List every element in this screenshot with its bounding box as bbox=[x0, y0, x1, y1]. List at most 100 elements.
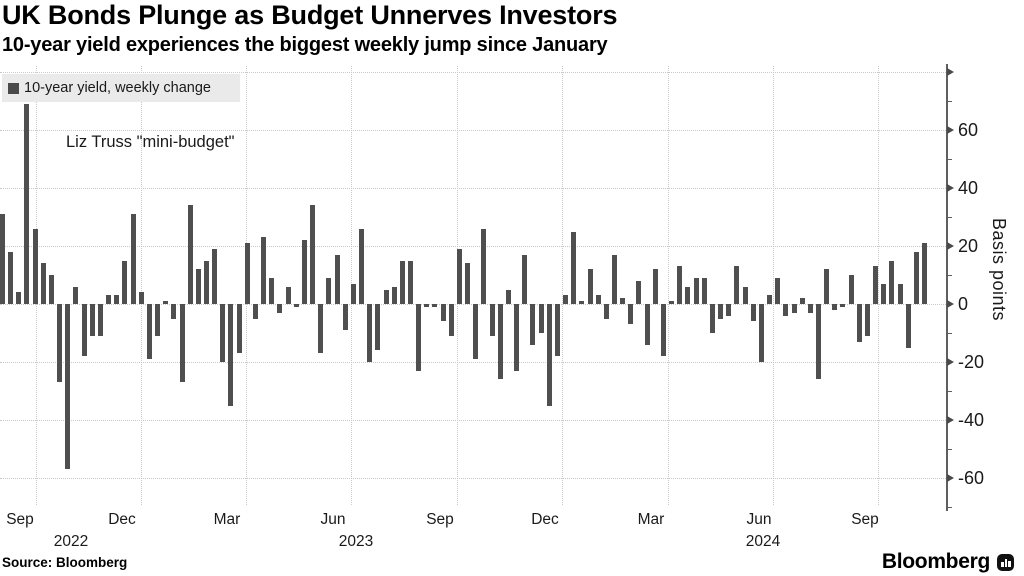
y-axis-minor-tick bbox=[947, 448, 952, 450]
bar bbox=[522, 254, 527, 304]
bar bbox=[318, 304, 323, 354]
gridline-vertical bbox=[141, 66, 142, 505]
bar bbox=[359, 228, 364, 304]
bar bbox=[367, 304, 372, 362]
gridline-horizontal bbox=[0, 130, 946, 131]
bar bbox=[751, 304, 756, 322]
y-axis-minor-tick bbox=[947, 100, 952, 102]
bar bbox=[131, 214, 136, 304]
bar bbox=[302, 240, 307, 304]
bar bbox=[237, 304, 242, 354]
bar bbox=[596, 295, 601, 304]
bar bbox=[800, 298, 805, 304]
bar bbox=[180, 304, 185, 383]
bar bbox=[547, 304, 552, 406]
y-axis-major-tick-arrow-icon bbox=[947, 242, 954, 250]
gridline-vertical bbox=[878, 66, 879, 505]
y-axis-tick-label: 60 bbox=[958, 120, 979, 140]
bar bbox=[212, 248, 217, 304]
bar bbox=[555, 304, 560, 357]
bar bbox=[286, 286, 291, 304]
y-axis-major-tick-arrow-icon bbox=[947, 300, 954, 308]
bar bbox=[490, 304, 495, 336]
bar bbox=[73, 286, 78, 304]
bar bbox=[8, 251, 13, 304]
annotation-liz-truss: Liz Truss "mini-budget" bbox=[66, 133, 235, 151]
x-axis-year-label: 2023 bbox=[338, 533, 374, 550]
bar bbox=[922, 243, 927, 304]
x-axis-month-label: Mar bbox=[213, 511, 241, 528]
bar bbox=[261, 237, 266, 304]
bar bbox=[832, 304, 837, 310]
bar bbox=[571, 231, 576, 304]
bar bbox=[898, 283, 903, 304]
bar bbox=[612, 254, 617, 304]
gridline-horizontal bbox=[0, 188, 946, 189]
bar bbox=[457, 248, 462, 304]
bar bbox=[163, 301, 168, 304]
bar bbox=[449, 304, 454, 336]
bar bbox=[906, 304, 911, 348]
bar bbox=[114, 295, 119, 304]
bar bbox=[392, 286, 397, 304]
gridline-vertical bbox=[773, 66, 774, 505]
bar bbox=[57, 304, 62, 383]
y-axis-major-tick-arrow-icon bbox=[947, 184, 954, 192]
bar bbox=[685, 286, 690, 304]
bar bbox=[188, 205, 193, 304]
bar bbox=[873, 266, 878, 304]
y-axis-minor-tick bbox=[947, 506, 952, 508]
bar bbox=[16, 292, 21, 304]
bar bbox=[408, 260, 413, 304]
y-axis-tick-label: -20 bbox=[958, 352, 985, 372]
y-axis-minor-tick bbox=[947, 390, 952, 392]
bar bbox=[767, 295, 772, 304]
bar bbox=[269, 277, 274, 304]
y-axis-tick-label: -40 bbox=[958, 410, 985, 430]
bar bbox=[473, 304, 478, 360]
x-axis-year-label: 2022 bbox=[53, 533, 89, 550]
bar bbox=[220, 304, 225, 362]
bar bbox=[49, 275, 54, 304]
y-axis-tick-label: -60 bbox=[958, 468, 985, 488]
bar bbox=[849, 275, 854, 304]
bar bbox=[400, 260, 405, 304]
bar bbox=[416, 304, 421, 371]
bar bbox=[326, 277, 331, 304]
bar bbox=[277, 304, 282, 313]
bar bbox=[563, 295, 568, 304]
source-credit: Source: Bloomberg bbox=[2, 555, 128, 570]
gridline-horizontal bbox=[0, 478, 946, 479]
bar bbox=[498, 304, 503, 380]
bar bbox=[824, 269, 829, 304]
y-axis-title: Basis points bbox=[989, 218, 1009, 322]
gridline-horizontal bbox=[0, 420, 946, 421]
bar bbox=[122, 260, 127, 304]
y-axis-major-tick-arrow-icon bbox=[947, 474, 954, 482]
x-axis-month-label: Jun bbox=[320, 511, 346, 528]
bar bbox=[718, 304, 723, 319]
bar bbox=[734, 266, 739, 304]
bar bbox=[465, 263, 470, 304]
bar bbox=[24, 103, 29, 304]
bar bbox=[384, 289, 389, 304]
bar bbox=[857, 304, 862, 342]
bar bbox=[628, 304, 633, 325]
bar bbox=[506, 289, 511, 304]
bar bbox=[783, 304, 788, 316]
bar bbox=[343, 304, 348, 331]
bar bbox=[669, 301, 674, 304]
bar bbox=[653, 269, 658, 304]
bar bbox=[661, 304, 666, 357]
x-axis-month-label: Dec bbox=[531, 511, 559, 528]
bar bbox=[775, 277, 780, 304]
gridline-vertical bbox=[668, 66, 669, 505]
y-axis-tick-label: 0 bbox=[958, 294, 969, 314]
y-axis-line bbox=[946, 64, 948, 511]
bar bbox=[245, 243, 250, 304]
y-axis-minor-tick bbox=[947, 158, 952, 160]
bar bbox=[604, 304, 609, 319]
bar bbox=[196, 269, 201, 304]
bar bbox=[424, 304, 429, 307]
